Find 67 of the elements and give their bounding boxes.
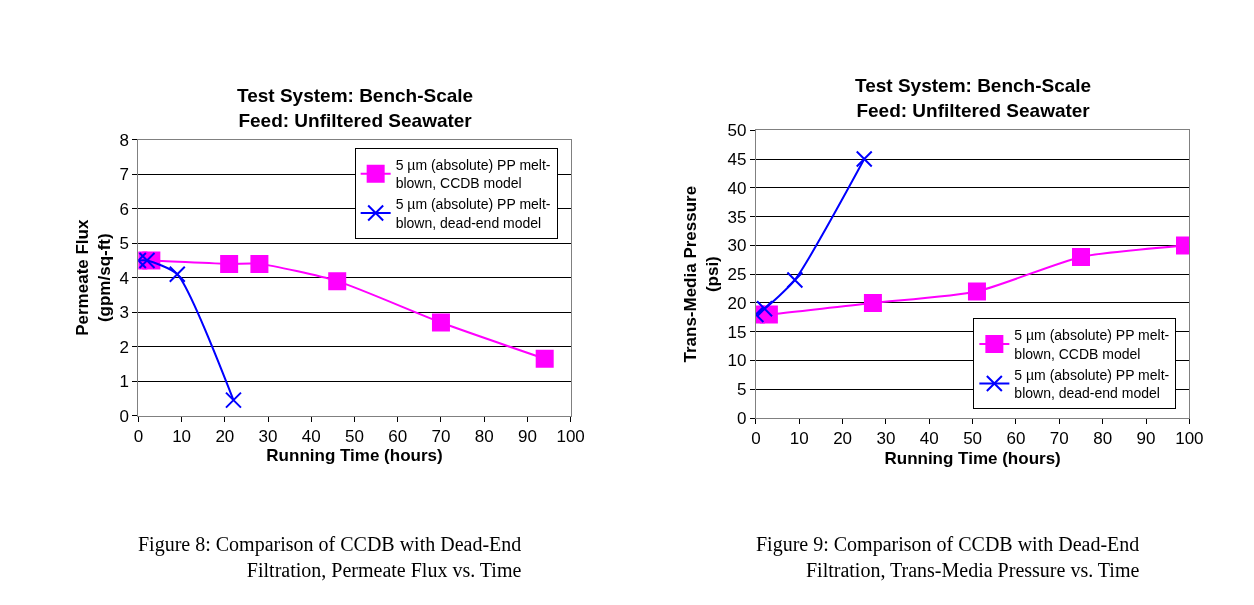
legend-label: 5 µm (absolute) PP melt- blown, CCDB model (1014, 327, 1170, 362)
caption: Figure 9: Comparison of CCDB with Dead-End Filtration, Trans-Media Pressure vs. Time (756, 533, 1140, 581)
point (535, 349, 554, 368)
y-tick-label: 6 (119, 199, 129, 219)
y-tick-label: 45 (727, 150, 747, 170)
x-tick-label: 40 (919, 429, 939, 449)
y-tick-label: 30 (727, 236, 747, 256)
x-tick-label: 20 (833, 429, 853, 449)
y-tick-label: 25 (727, 265, 747, 285)
y-tick-label: 7 (119, 165, 129, 185)
x-tick-label: 10 (789, 429, 809, 449)
x-axis-title: Running Time (hours) (266, 446, 443, 466)
legend-label: 5 µm (absolute) PP melt- blown, CCDB model (395, 157, 551, 192)
legend-label: 5 µm (absolute) PP melt- blown, dead-end model (1014, 366, 1170, 402)
point (786, 271, 804, 289)
y-tick-label: 2 (119, 337, 129, 357)
point (967, 282, 986, 301)
x-tick-label: 100 (1175, 429, 1204, 449)
point (1071, 247, 1090, 266)
y-tick-label: 40 (727, 178, 747, 198)
x-tick-label: 0 (751, 429, 761, 449)
x-tick-label: 70 (1049, 429, 1069, 449)
legend-label: 5 µm (absolute) PP melt- blown, dead-end model (395, 196, 551, 231)
point (431, 313, 450, 332)
point (328, 272, 347, 291)
y-tick-label: 5 (737, 380, 747, 400)
x-tick-label: 90 (1136, 429, 1156, 449)
y-axis-title: Trans-Media Pressure (psi) (681, 185, 723, 363)
x-tick-label: 90 (517, 427, 537, 447)
caption: Figure 8: Comparison of CCDB with Dead-End Filtration, Permeate Flux vs. Time (138, 533, 522, 581)
y-tick-label: 8 (119, 130, 129, 150)
point (220, 254, 239, 273)
y-tick-label: 5 (119, 234, 129, 254)
x-tick-label: 10 (172, 427, 192, 447)
point (168, 265, 186, 283)
x-tick-label: 70 (431, 427, 451, 447)
y-tick-label: 10 (727, 351, 747, 371)
x-tick-label: 50 (345, 427, 364, 447)
x-tick-label: 0 (133, 427, 144, 447)
x-tick-label: 30 (876, 429, 896, 449)
y-tick-label: 15 (727, 322, 747, 342)
y-axis-title: Permeate Flux (gpm/sq-ft) (72, 219, 115, 336)
x-tick-label: 80 (1093, 429, 1113, 449)
y-tick-label: 50 (727, 121, 747, 141)
x-tick-label: 20 (215, 427, 235, 447)
y-tick-label: 3 (119, 303, 129, 323)
point (250, 254, 269, 273)
y-tick-label: 0 (119, 406, 129, 426)
point (138, 251, 156, 269)
chart-title: Test System: Bench-Scale Feed: Unfiltered Seawater (855, 75, 1092, 121)
x-tick-label: 50 (963, 429, 983, 449)
x-tick-label: 80 (474, 427, 494, 447)
x-tick-label: 30 (258, 427, 278, 447)
y-tick-label: 4 (119, 268, 129, 288)
y-tick-label: 0 (737, 408, 747, 428)
point (224, 391, 242, 409)
chart-title: Test System: Bench-Scale Feed: Unfiltered Seawater (237, 85, 474, 131)
x-tick-label: 100 (556, 427, 585, 447)
x-tick-label: 40 (301, 427, 321, 447)
y-tick-label: 1 (119, 372, 129, 392)
x-axis-title: Running Time (hours) (884, 448, 1061, 468)
x-tick-label: 60 (1006, 429, 1026, 449)
y-tick-label: 35 (727, 207, 747, 227)
x-tick-label: 60 (388, 427, 408, 447)
point (863, 293, 882, 312)
y-tick-label: 20 (727, 293, 747, 313)
point (855, 150, 873, 168)
